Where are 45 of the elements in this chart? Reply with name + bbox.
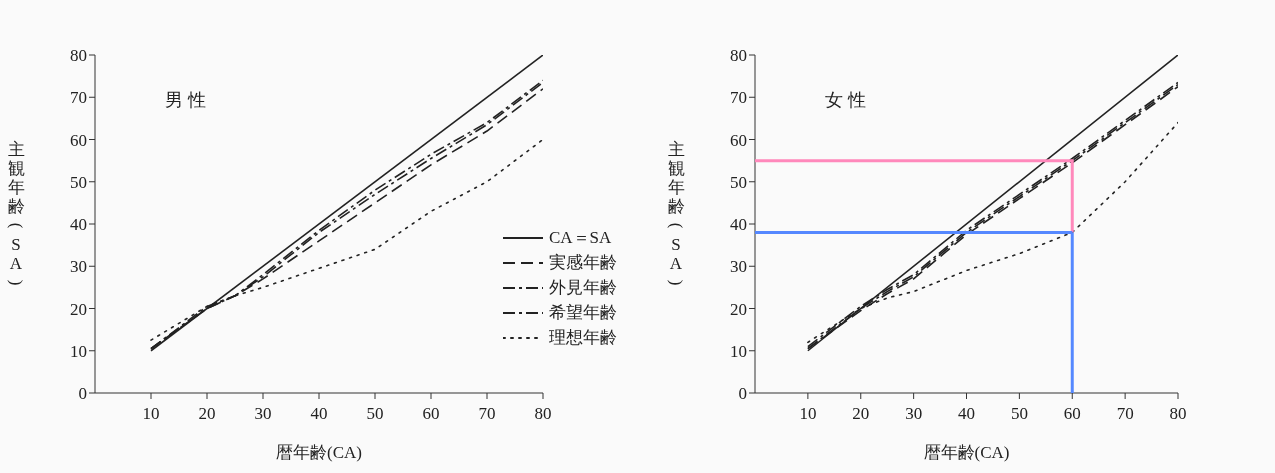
x-tick-label: 40	[310, 404, 328, 424]
x-tick-label: 20	[198, 404, 216, 424]
x-tick-label: 50	[1010, 404, 1028, 424]
x-tick-label: 70	[1116, 404, 1134, 424]
x-tick-label: 10	[142, 404, 160, 424]
x-axis-title: 暦年齢(CA)	[922, 442, 1011, 464]
y-tick-label: 30	[70, 257, 87, 277]
y-tick-label: 70	[730, 88, 747, 108]
text: 女 性	[825, 89, 866, 112]
x-tick-label: 30	[254, 404, 272, 424]
x-tick-label: 80	[534, 404, 552, 424]
y-tick-label: 30	[730, 257, 747, 277]
y-tick-label: 20	[730, 299, 747, 319]
legend-label: 理想年齢	[549, 327, 617, 349]
y-tick-label: 70	[70, 88, 87, 108]
y-tick-label: 60	[730, 130, 747, 150]
legend-label: CA＝SA	[549, 227, 612, 249]
y-tick-label: 80	[70, 46, 87, 66]
y-tick-label: 60	[70, 130, 87, 150]
y-axis-title: 主観年齢(SA)	[666, 140, 686, 288]
x-axis-title: 暦年齢(CA)	[275, 442, 363, 464]
y-tick-label: 20	[70, 299, 87, 319]
x-tick-label: 10	[799, 404, 817, 424]
y-axis-title: 主観年齢(SA)	[6, 140, 26, 288]
y-tick-label: 0	[738, 384, 747, 404]
y-tick-label: 0	[78, 384, 87, 404]
y-tick-label: 40	[730, 215, 747, 235]
y-tick-label: 50	[730, 172, 747, 192]
legend-label: 希望年齢	[549, 302, 617, 324]
y-tick-label: 10	[730, 341, 747, 361]
x-tick-label: 20	[852, 404, 870, 424]
legend-label: 実感年齢	[549, 252, 617, 274]
x-tick-label: 60	[422, 404, 440, 424]
x-tick-label: 50	[366, 404, 384, 424]
y-tick-label: 40	[70, 215, 87, 235]
y-tick-label: 50	[70, 172, 87, 192]
y-tick-label: 80	[730, 46, 747, 66]
x-tick-label: 60	[1063, 404, 1081, 424]
x-tick-label: 30	[905, 404, 923, 424]
legend-label: 外見年齢	[549, 277, 617, 299]
x-tick-label: 80	[1169, 404, 1187, 424]
x-tick-label: 70	[478, 404, 496, 424]
y-tick-label: 10	[70, 341, 87, 361]
x-tick-label: 40	[958, 404, 975, 424]
text: 男 性	[165, 89, 206, 112]
